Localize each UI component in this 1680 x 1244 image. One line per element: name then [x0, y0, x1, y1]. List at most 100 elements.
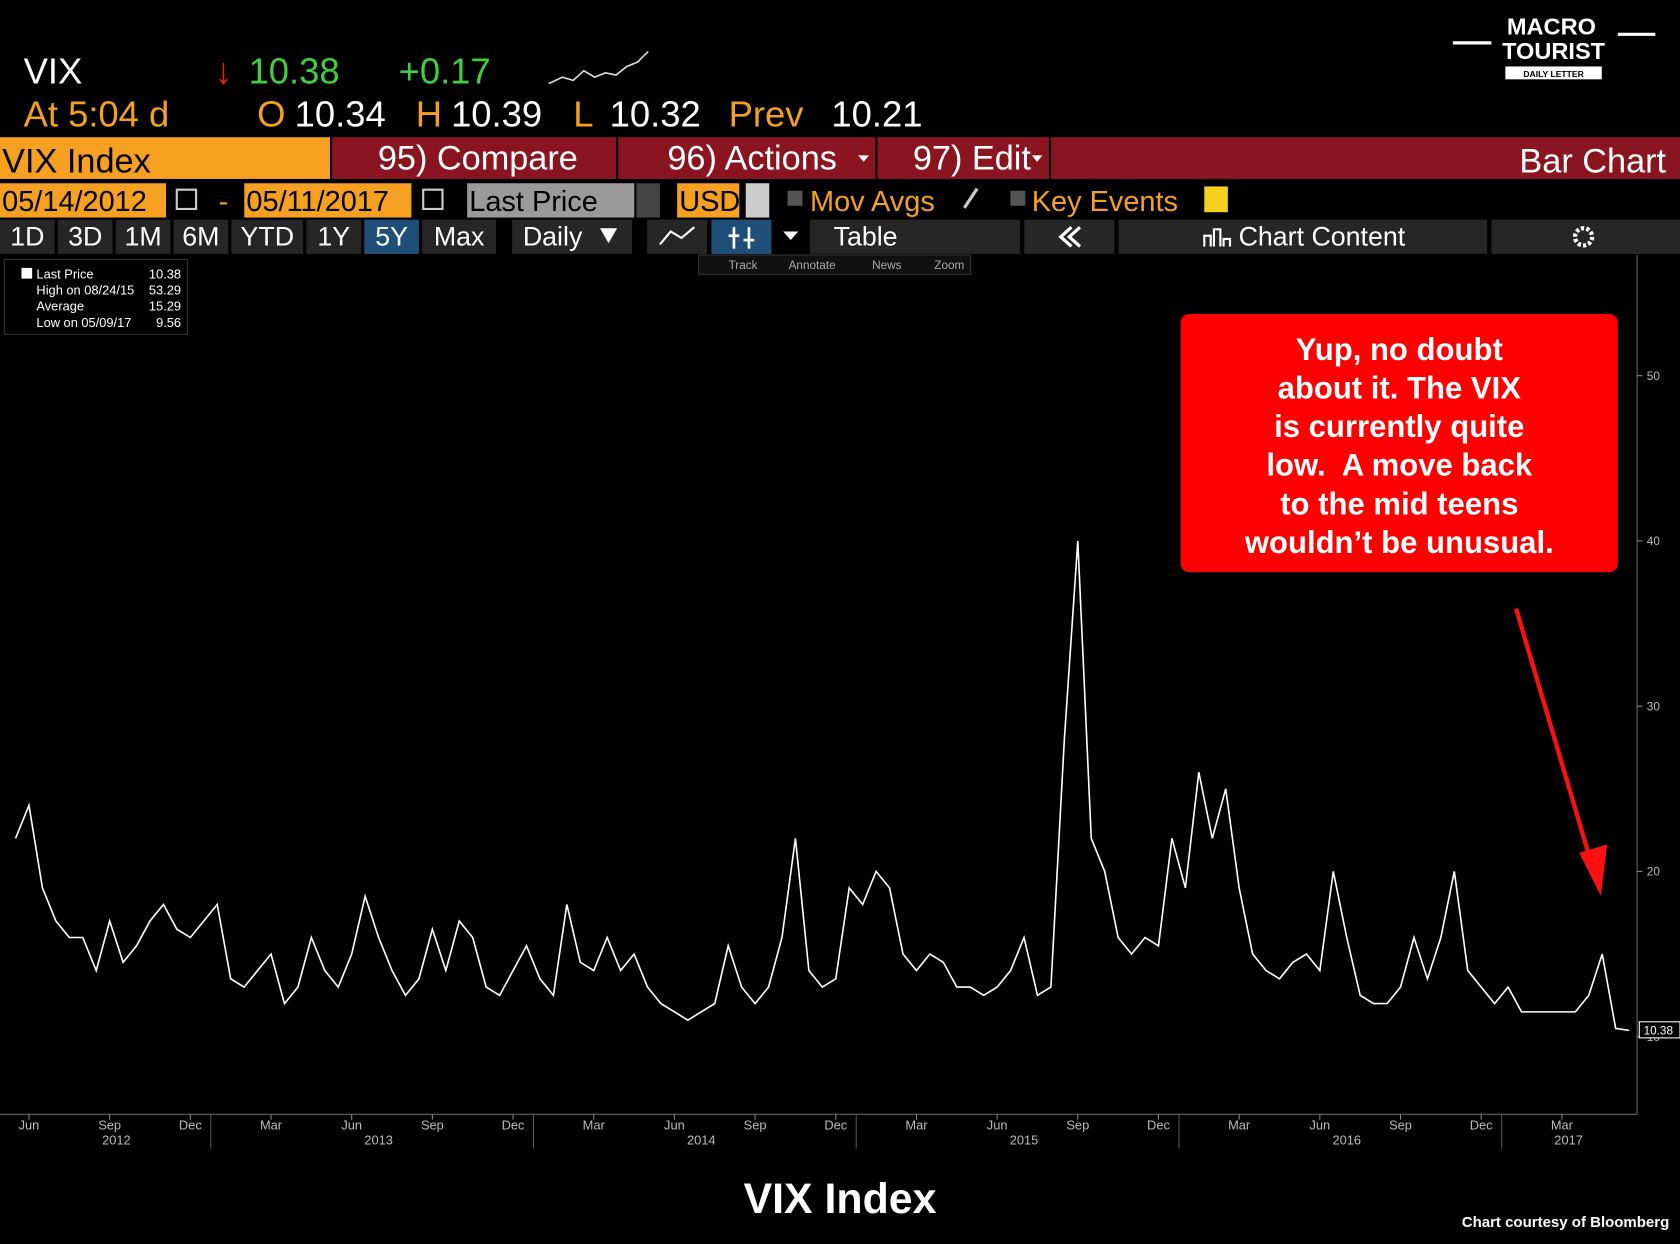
period-label[interactable]: 1Y [317, 221, 350, 251]
x-group-label: 2017 [1554, 1132, 1583, 1147]
tool-strip [698, 254, 972, 275]
x-tick-label: Sep [1389, 1117, 1412, 1132]
period-label[interactable]: 6M [182, 221, 219, 251]
prev-label: Prev [729, 93, 805, 134]
annotation-arrow [1514, 607, 1597, 874]
x-tick-label: Jun [1309, 1117, 1330, 1132]
period-button[interactable] [306, 219, 362, 254]
security-box[interactable] [0, 137, 330, 179]
checkbox[interactable] [1010, 190, 1026, 206]
x-tick-label: Sep [98, 1117, 121, 1132]
chart-type[interactable]: Bar Chart [1519, 143, 1666, 181]
table-button[interactable] [810, 219, 1020, 254]
annotation-line: to the mid teens [1280, 486, 1518, 521]
table[interactable]: Table [834, 221, 898, 251]
tool-label[interactable]: Zoom [934, 259, 964, 272]
end-date[interactable]: 05/11/2017 [246, 186, 389, 218]
checkbox[interactable] [787, 190, 803, 206]
annotation-line: about it. The VIX [1278, 371, 1522, 406]
x-tick-label: Sep [744, 1117, 767, 1132]
security[interactable]: VIX Index [2, 143, 151, 181]
x-tick-label: Jun [19, 1117, 40, 1132]
period-label[interactable]: 1D [10, 221, 44, 251]
settings-button[interactable] [1491, 219, 1680, 254]
key-events[interactable]: Key Events [1032, 186, 1178, 218]
chart-icon [1203, 228, 1232, 247]
period-button[interactable] [173, 219, 229, 254]
stat-value: 15.29 [149, 299, 181, 314]
line-chart-button[interactable] [647, 219, 708, 254]
period-button[interactable] [422, 219, 497, 254]
prev: 10.21 [831, 93, 922, 134]
low: 10.32 [610, 93, 701, 134]
actions-button[interactable]: 96) Actions [667, 139, 837, 177]
stat-label: Average [36, 299, 84, 314]
annotation-line: wouldn’t be unusual. [1244, 525, 1554, 560]
calendar-icon[interactable] [422, 188, 444, 211]
logo: MACRO TOURIST DAILY LETTER [1452, 13, 1656, 80]
bar-chart-button[interactable] [711, 219, 772, 254]
pencil-icon[interactable] [962, 187, 979, 209]
open-label: O [257, 93, 285, 134]
period-label[interactable]: 3D [68, 221, 102, 251]
mov-avgs[interactable]: Mov Avgs [810, 186, 935, 218]
compare-button[interactable]: 95) Compare [378, 139, 578, 177]
x-tick-label: Dec [1470, 1117, 1493, 1132]
stat-value: 10.38 [149, 267, 181, 282]
period-label[interactable]: 5Y [375, 221, 408, 251]
x-group-label: 2015 [1010, 1132, 1039, 1147]
x-tick-label: Jun [341, 1117, 362, 1132]
x-tick-label: Jun [664, 1117, 685, 1132]
period-label[interactable]: 1M [124, 221, 161, 251]
dropdown[interactable] [636, 183, 660, 218]
x-group-label: 2016 [1332, 1132, 1361, 1147]
tool-label[interactable]: Track [729, 259, 758, 272]
annotation-line: low. A move back [1266, 448, 1533, 483]
dropdown[interactable] [745, 183, 770, 218]
x-tick-label: Mar [1228, 1117, 1251, 1132]
logo-text: MACRO [1507, 13, 1596, 39]
stat-label: High on 08/24/15 [36, 283, 134, 298]
period-button[interactable] [231, 219, 304, 254]
x-tick-label: Dec [502, 1117, 525, 1132]
x-tick-label: Jun [987, 1117, 1008, 1132]
low-label: L [573, 93, 593, 134]
period-button[interactable] [57, 219, 113, 254]
period-bar: 1D 3D 1M 6M YTD 1Y 5Y Max [0, 219, 497, 254]
stat-label: Last Price [36, 267, 93, 282]
field-select[interactable] [467, 183, 635, 218]
edit-button[interactable]: 97) Edit [913, 139, 1032, 177]
x-group-label: 2012 [102, 1132, 131, 1147]
currency[interactable]: USD [679, 186, 740, 218]
x-tick-label: Dec [1147, 1117, 1170, 1132]
start-date[interactable]: 05/14/2012 [2, 186, 147, 218]
line-icon [659, 226, 695, 246]
stats-box: Last Price 10.38 High on 08/24/15 53.29 Aver… [3, 258, 189, 335]
date-dash: - [219, 186, 229, 218]
y-tick-label: 20 [1647, 866, 1661, 879]
date-input[interactable] [0, 183, 167, 218]
tool-label[interactable]: News [872, 259, 902, 272]
annotation-box [1180, 313, 1618, 573]
period-label[interactable]: Max [434, 221, 485, 251]
calendar-icon[interactable] [175, 188, 198, 211]
info-icon[interactable] [1204, 186, 1228, 213]
chart-content-button[interactable] [1118, 219, 1488, 254]
time: At 5:04 d [24, 93, 170, 134]
dropdown-arrow [858, 155, 869, 162]
high: 10.39 [451, 93, 542, 134]
tool-label[interactable]: Annotate [789, 259, 837, 272]
chart-content[interactable]: Chart Content [1239, 221, 1406, 251]
frequency[interactable]: Daily [523, 221, 583, 251]
logo-text: TOURIST [1502, 38, 1606, 64]
period-button[interactable] [0, 219, 55, 254]
date-input[interactable] [244, 183, 412, 218]
credit: Chart courtesy of Bloomberg [1462, 1214, 1670, 1231]
period-button[interactable] [115, 219, 171, 254]
period-label[interactable]: YTD [241, 221, 295, 251]
field[interactable]: Last Price [469, 186, 598, 218]
change: +0.17 [399, 51, 491, 92]
currency-select[interactable] [677, 183, 740, 218]
period-button[interactable] [364, 219, 419, 254]
